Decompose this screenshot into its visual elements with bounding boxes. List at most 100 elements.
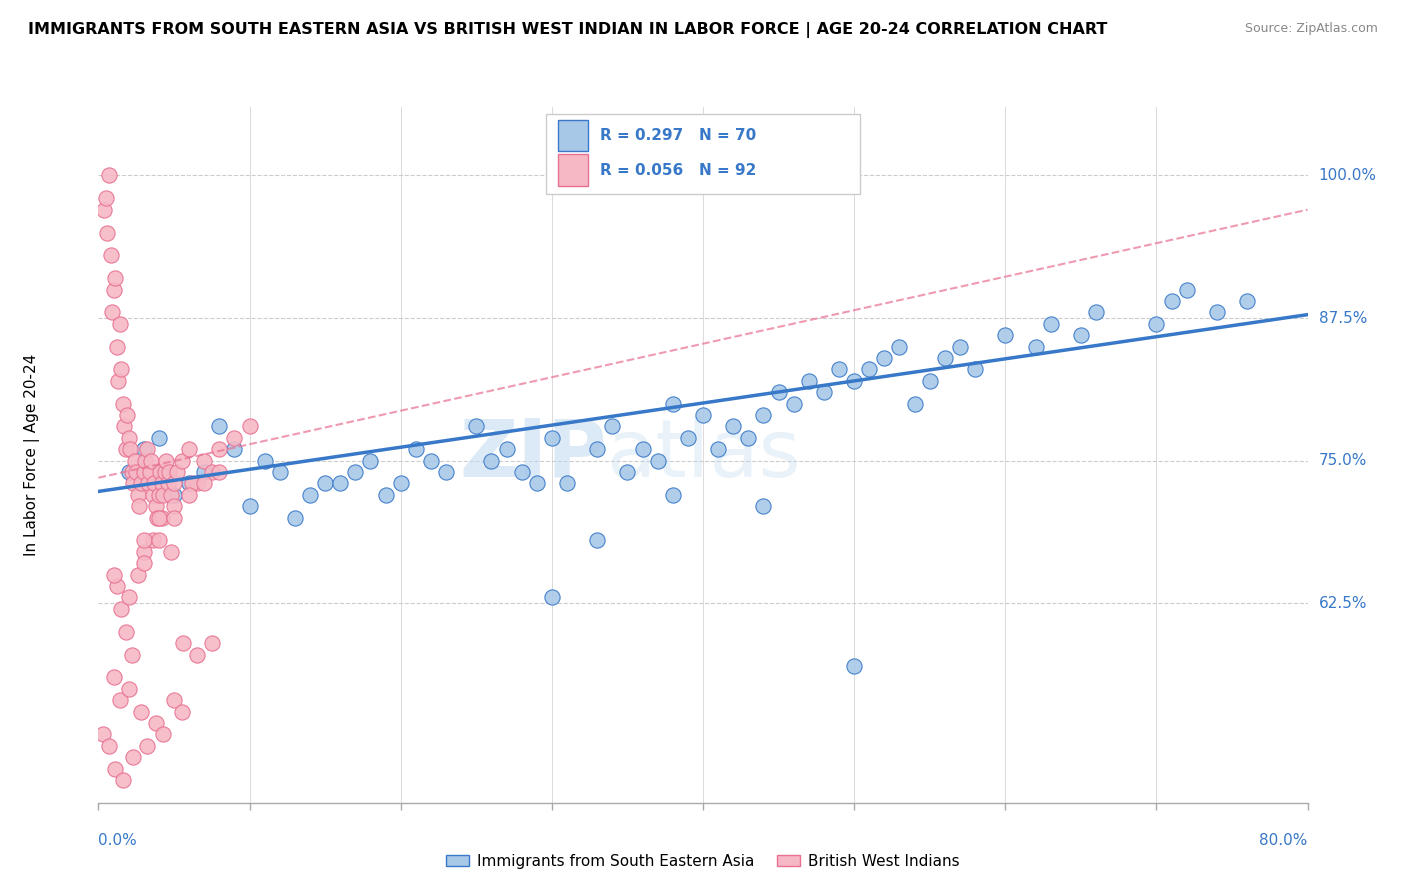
Point bbox=[858, 362, 880, 376]
Point bbox=[208, 419, 231, 434]
Point bbox=[132, 556, 155, 570]
Point bbox=[828, 362, 851, 376]
Point bbox=[145, 715, 167, 730]
Point bbox=[284, 510, 307, 524]
Point bbox=[148, 431, 170, 445]
Point bbox=[752, 500, 775, 514]
Point bbox=[918, 374, 941, 388]
Bar bbox=[558, 154, 588, 186]
Point bbox=[1175, 283, 1198, 297]
Point bbox=[155, 453, 177, 467]
FancyBboxPatch shape bbox=[546, 114, 860, 194]
Point bbox=[98, 169, 121, 183]
Legend: Immigrants from South Eastern Asia, British West Indians: Immigrants from South Eastern Asia, Brit… bbox=[440, 848, 966, 875]
Point bbox=[405, 442, 427, 457]
Point bbox=[112, 419, 135, 434]
Point bbox=[93, 202, 115, 217]
Point bbox=[904, 396, 927, 410]
Point bbox=[661, 488, 683, 502]
Text: ZIP: ZIP bbox=[458, 416, 606, 494]
Point bbox=[115, 408, 138, 422]
Point bbox=[540, 591, 562, 605]
Point bbox=[752, 408, 775, 422]
Point bbox=[676, 431, 699, 445]
Point bbox=[94, 191, 117, 205]
Point bbox=[132, 545, 155, 559]
Point bbox=[122, 750, 145, 764]
Point bbox=[108, 693, 131, 707]
Point bbox=[170, 705, 193, 719]
Text: 80.0%: 80.0% bbox=[1260, 833, 1308, 848]
Point bbox=[889, 340, 911, 354]
Point bbox=[146, 510, 169, 524]
Point bbox=[108, 317, 131, 331]
Point bbox=[143, 476, 166, 491]
Point bbox=[299, 488, 322, 502]
Text: 62.5%: 62.5% bbox=[1319, 596, 1367, 611]
Point bbox=[1206, 305, 1229, 319]
Point bbox=[132, 442, 155, 457]
Point bbox=[148, 510, 170, 524]
Text: R = 0.297   N = 70: R = 0.297 N = 70 bbox=[600, 128, 756, 143]
Point bbox=[105, 579, 128, 593]
Point bbox=[107, 374, 129, 388]
Point bbox=[314, 476, 336, 491]
Point bbox=[121, 648, 143, 662]
Text: 100.0%: 100.0% bbox=[1319, 168, 1376, 183]
Point bbox=[150, 476, 173, 491]
Point bbox=[125, 465, 148, 479]
Point bbox=[269, 465, 291, 479]
Point bbox=[224, 442, 246, 457]
Point bbox=[540, 431, 562, 445]
Point bbox=[239, 419, 262, 434]
Point bbox=[135, 739, 157, 753]
Point bbox=[782, 396, 804, 410]
Point bbox=[142, 488, 165, 502]
Point bbox=[186, 476, 208, 491]
Point bbox=[873, 351, 896, 365]
Point bbox=[103, 567, 125, 582]
Point bbox=[100, 248, 122, 262]
Point bbox=[208, 442, 231, 457]
Point bbox=[149, 465, 172, 479]
Text: R = 0.056   N = 92: R = 0.056 N = 92 bbox=[600, 163, 756, 178]
Point bbox=[208, 465, 231, 479]
Point bbox=[142, 533, 165, 548]
Point bbox=[110, 602, 132, 616]
Text: 75.0%: 75.0% bbox=[1319, 453, 1367, 468]
Point bbox=[124, 453, 146, 467]
Point bbox=[122, 476, 145, 491]
Text: In Labor Force | Age 20-24: In Labor Force | Age 20-24 bbox=[24, 354, 39, 556]
Point bbox=[110, 362, 132, 376]
Point bbox=[1144, 317, 1167, 331]
Point bbox=[374, 488, 396, 502]
Point bbox=[602, 419, 624, 434]
Point bbox=[103, 283, 125, 297]
Point bbox=[186, 648, 208, 662]
Point bbox=[737, 431, 759, 445]
Point bbox=[121, 465, 143, 479]
Point bbox=[224, 431, 246, 445]
Point bbox=[150, 510, 173, 524]
Point bbox=[160, 545, 183, 559]
Point bbox=[616, 465, 638, 479]
Point bbox=[152, 727, 174, 741]
Point bbox=[129, 705, 152, 719]
Point bbox=[163, 693, 186, 707]
Point bbox=[148, 533, 170, 548]
Point bbox=[163, 510, 186, 524]
Point bbox=[344, 465, 367, 479]
Point bbox=[201, 465, 224, 479]
Point bbox=[419, 453, 441, 467]
Point bbox=[586, 533, 609, 548]
Point bbox=[166, 465, 188, 479]
Point bbox=[103, 670, 125, 684]
Point bbox=[360, 453, 382, 467]
Point bbox=[156, 476, 179, 491]
Point bbox=[994, 328, 1017, 343]
Point bbox=[647, 453, 669, 467]
Point bbox=[91, 727, 114, 741]
Point bbox=[526, 476, 548, 491]
Point bbox=[631, 442, 654, 457]
Point bbox=[132, 533, 155, 548]
